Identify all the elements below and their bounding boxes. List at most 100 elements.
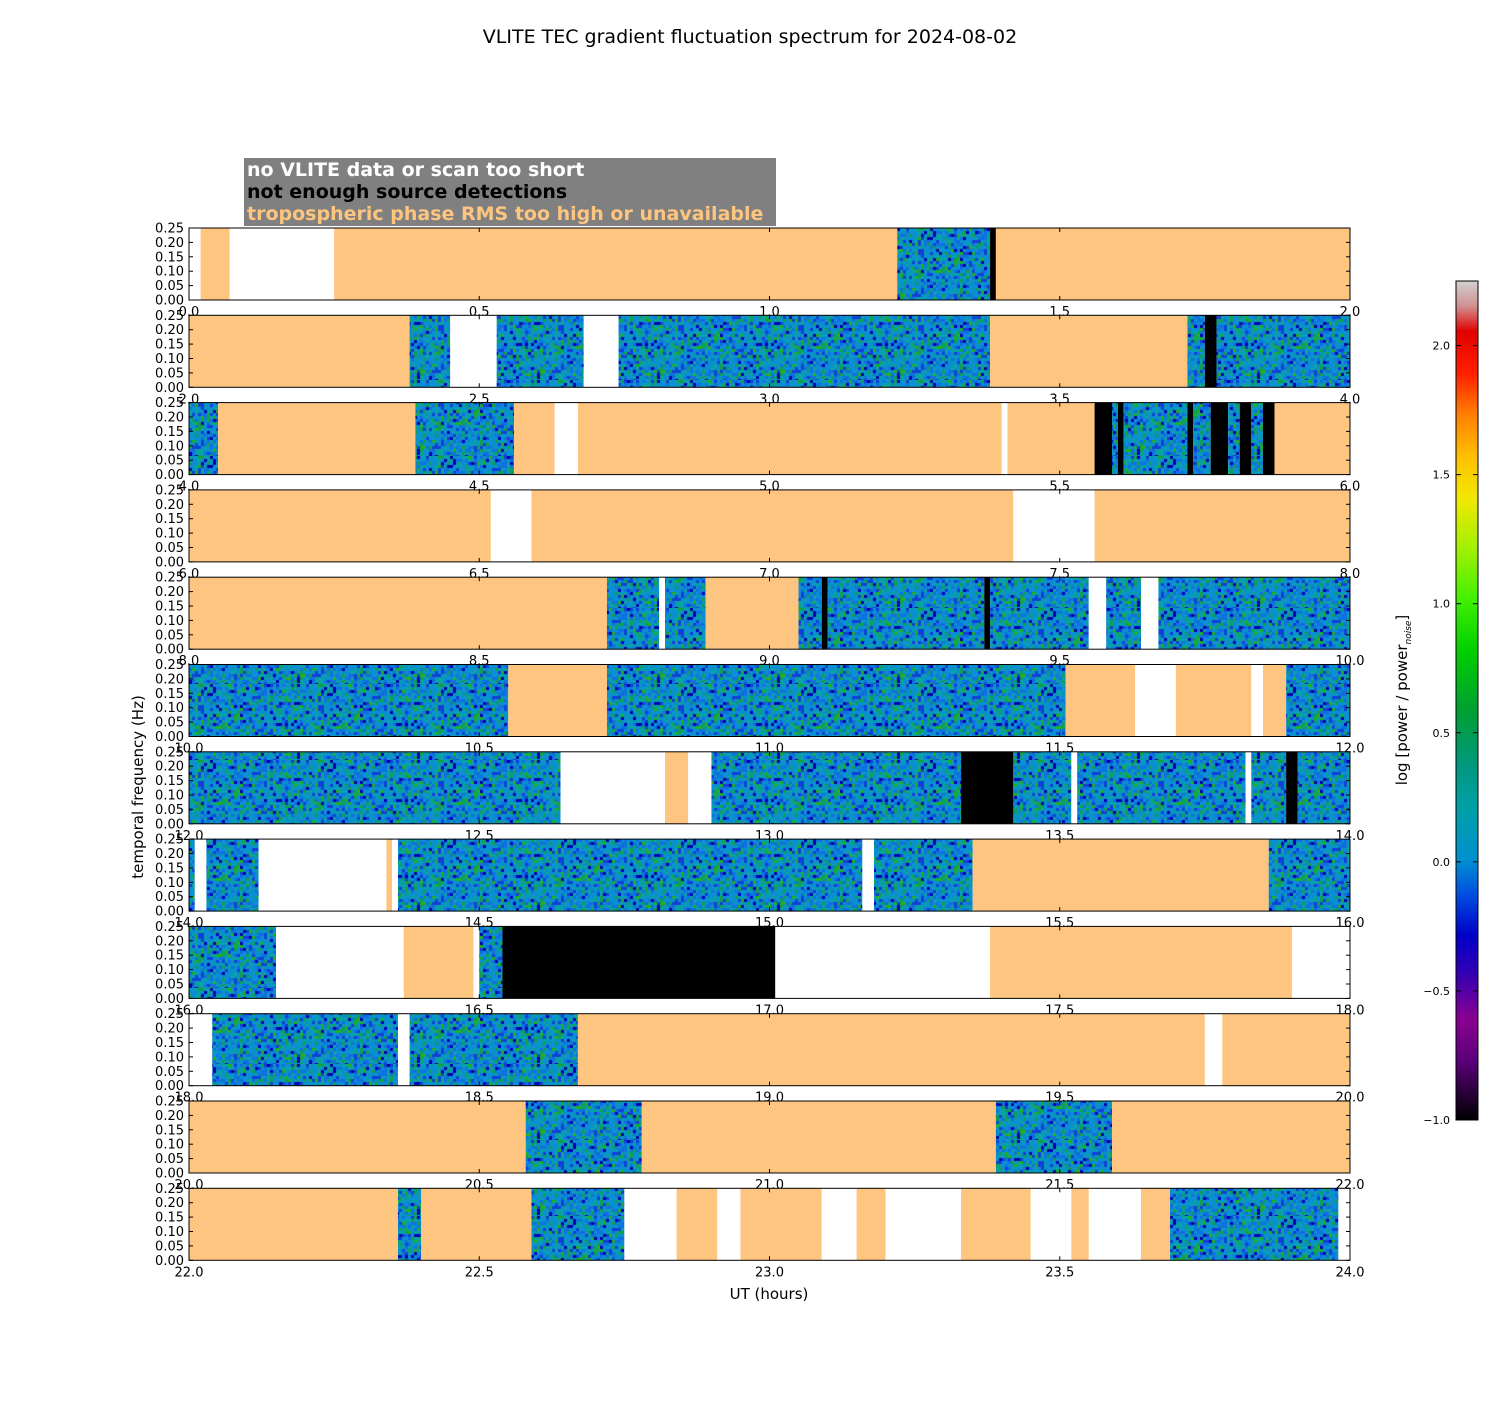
segment-n [554,402,578,475]
y-tick-label: 0.20 [155,760,184,775]
y-tick-label: 0.05 [155,366,184,381]
y-tick-label: 0.10 [155,1138,184,1153]
y-tick-label: 0.10 [155,1050,184,1065]
segment-u [1065,664,1136,737]
segment-n [1141,577,1159,650]
segment-n [1245,751,1252,824]
y-tick-label: 0.25 [155,1007,184,1022]
y-tick-label: 0.00 [155,643,184,658]
segment-n [659,577,666,650]
segment-d [1111,402,1118,475]
colorbar-tick-label: 0.0 [1433,856,1451,869]
segment-d [397,1188,422,1261]
y-tick-label: 0.00 [155,905,184,920]
y-tick-label: 0.00 [155,1254,184,1269]
segment-d [531,1188,625,1261]
x-tick-label: 22.5 [465,1265,494,1280]
segment-d [665,577,706,650]
segment-b [1094,402,1112,475]
segment-d [189,664,509,737]
panel-0: 0.000.050.100.150.200.250.0 0.5 1.0 1.5 2.0 [155,222,1360,321]
segment-d [189,839,195,912]
y-tick-label: 0.10 [155,527,184,542]
segment-n [885,1188,962,1261]
colorbar-tick-label: −0.5 [1423,985,1450,998]
segment-d [618,315,991,388]
y-tick-label: 0.15 [155,600,184,615]
y-tick-label: 0.15 [155,250,184,265]
segment-n [688,751,712,824]
y-tick-label: 0.25 [155,920,184,935]
y-tick-label: 0.05 [155,1152,184,1167]
segment-d [479,926,503,999]
y-tick-label: 0.05 [155,541,184,556]
segment-d [189,402,219,475]
segment-d [1187,315,1205,388]
segment-d [990,577,1089,650]
segment-d [1013,751,1072,824]
y-tick-label: 0.00 [155,294,184,309]
y-tick-label: 0.10 [155,1225,184,1240]
segment-n [229,228,335,300]
segment-u [995,228,1350,300]
segment-u [189,1101,526,1173]
segment-b [990,228,996,300]
colorbar-label: log [power / powernoise] [1393,615,1414,786]
segment-u [1071,1188,1089,1261]
segment-u [705,577,799,650]
segment-d [1170,1188,1339,1261]
segment-n [1291,926,1350,999]
y-tick-label: 0.25 [155,658,184,673]
segment-n [821,1188,857,1261]
segment-d [409,1013,578,1086]
y-tick-label: 0.15 [155,949,184,964]
segment-n [1001,402,1008,475]
segment-d [415,402,515,475]
y-tick-label: 0.00 [155,817,184,832]
panel-11: 0.000.050.100.150.200.25 22.0 22.5 23.0 23.5… [155,1182,1364,1281]
y-tick-label: 0.10 [155,614,184,629]
y-tick-label: 0.20 [155,847,184,862]
segment-d [1251,751,1287,824]
segment-b [502,926,776,999]
segment-d [1228,402,1240,475]
segment-d [206,839,259,912]
y-tick-label: 0.25 [155,571,184,586]
segment-u [961,1188,1031,1261]
segment-d [189,751,561,824]
y-tick-label: 0.25 [155,396,184,411]
y-tick-label: 0.00 [155,555,184,570]
segment-u [386,839,393,912]
segment-u [514,402,555,475]
segment-u [990,926,1292,999]
segment-u [508,664,607,737]
segment-n [583,315,619,388]
panel-2: 0.000.050.100.150.200.254.0 4.5 5.0 5.5 6.0 [155,396,1360,495]
y-tick-label: 0.05 [155,1065,184,1080]
segment-u [577,402,1002,475]
y-axis-label: temporal frequency (Hz) [129,695,147,879]
segment-u [189,577,607,650]
segment-n [1204,1013,1223,1086]
y-tick-label: 0.15 [155,861,184,876]
segment-u [1222,1013,1350,1086]
y-tick-label: 0.05 [155,279,184,294]
segment-n [276,926,404,999]
segment-n [624,1188,677,1261]
y-tick-label: 0.15 [155,774,184,789]
segment-n [490,489,532,562]
y-tick-label: 0.10 [155,963,184,978]
segment-u [1094,489,1350,562]
legend-item-no-data: no VLITE data or scan too short [247,159,584,181]
segment-b [1204,315,1217,388]
legend-background [244,158,776,226]
segment-d [798,577,822,650]
segment-u [1111,1101,1350,1173]
segment-b [821,577,828,650]
segment-n [1251,664,1263,737]
x-tick-label: 24.0 [1336,1265,1365,1280]
